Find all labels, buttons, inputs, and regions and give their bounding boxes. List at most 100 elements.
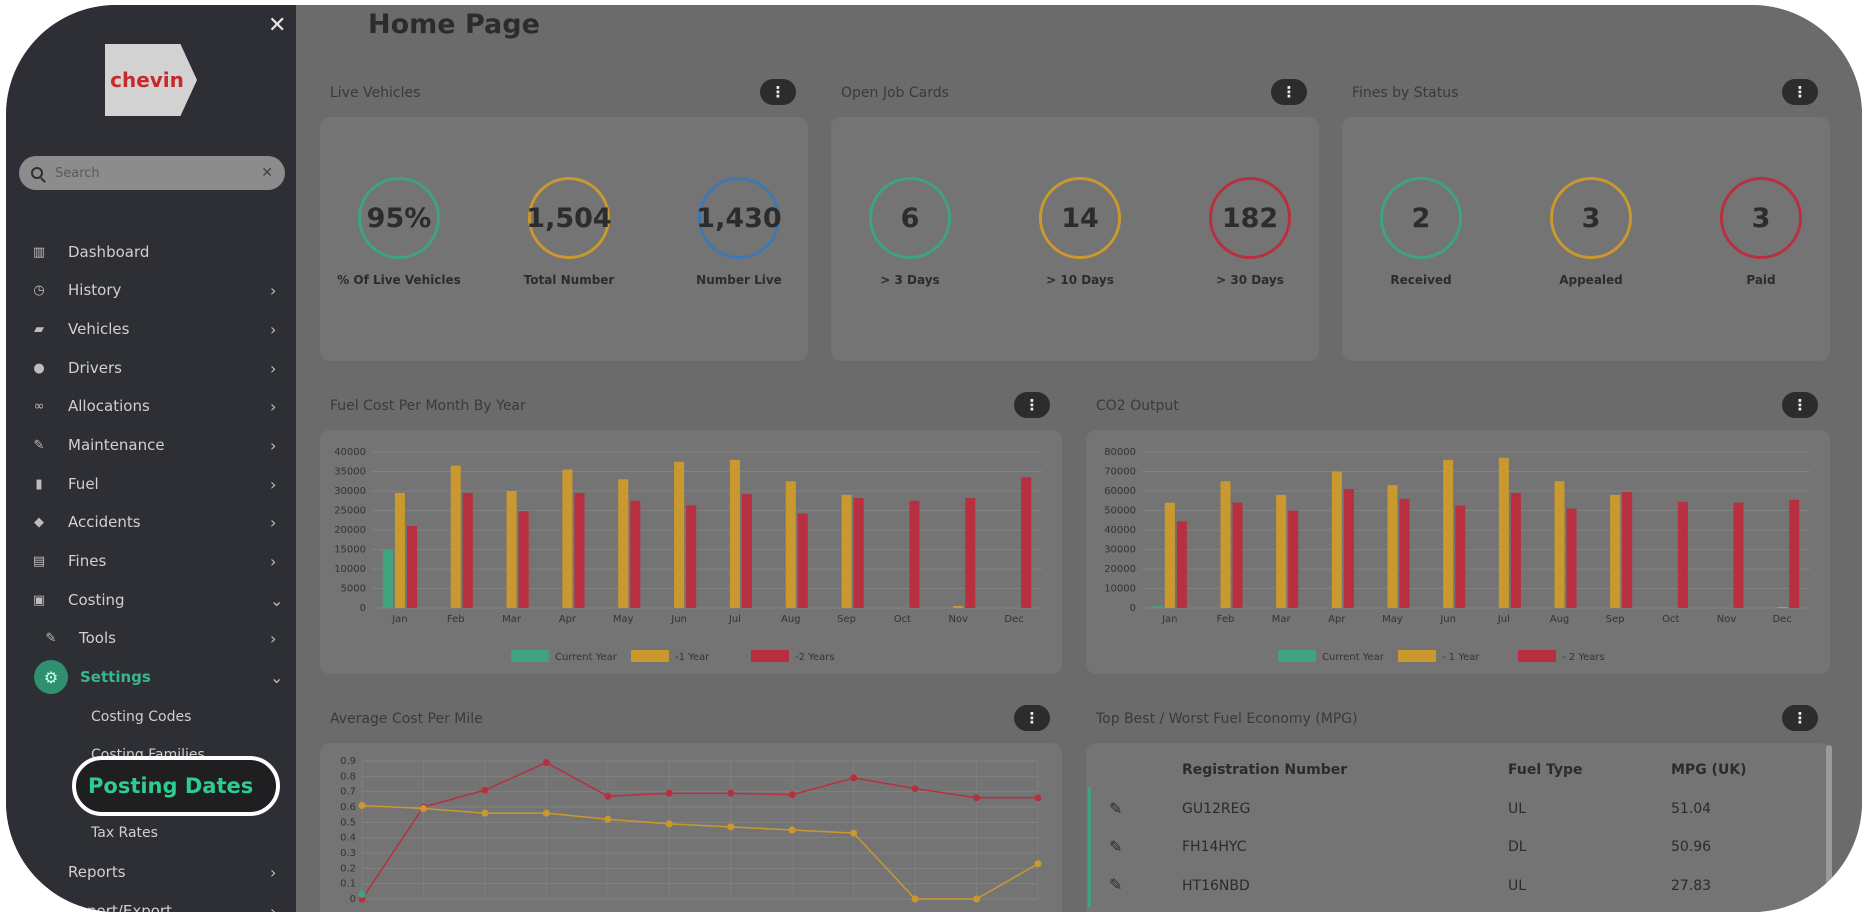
sidebar-item-import-export[interactable]: Import/Export › (6, 892, 296, 913)
clear-icon[interactable]: ✕ (261, 165, 273, 181)
sidebar-item-label: Import/Export (68, 902, 172, 912)
sidebar-item-fuel[interactable]: ▮ Fuel › (6, 465, 296, 503)
legend-swatch (1278, 650, 1316, 662)
column-header[interactable]: MPG (UK) (1671, 762, 1747, 778)
bar (841, 494, 852, 608)
chevron-right-icon: › (270, 901, 277, 913)
data-point (542, 809, 550, 817)
bar (797, 513, 808, 608)
data-point (358, 890, 366, 898)
legend-label: Current Year (555, 652, 618, 663)
sidebar-item-accidents[interactable]: ◆ Accidents › (6, 503, 296, 541)
sidebar-item-label: Fuel (68, 475, 99, 493)
x-tick-label: Aug (781, 614, 801, 625)
sidebar-item-vehicles[interactable]: ▰ Vehicles › (6, 310, 296, 348)
edit-icon[interactable]: ✎ (1109, 799, 1123, 818)
sidebar-item-tools[interactable]: ✎ Tools › (6, 619, 296, 657)
series-line (361, 761, 1038, 900)
bar (1566, 508, 1577, 608)
chevron-right-icon: › (270, 551, 277, 571)
more-options-icon[interactable]: ⋮ (760, 79, 796, 105)
column-header[interactable]: Fuel Type (1508, 762, 1583, 778)
number-live-gauge: 1,430 (696, 177, 782, 259)
more-options-icon[interactable]: ⋮ (1782, 79, 1818, 105)
gauge-label: > 10 Days (1046, 273, 1114, 287)
x-tick-label: Jul (1497, 614, 1510, 625)
chevron-right-icon: › (270, 358, 277, 378)
live-vehicles-gauge: 95% (358, 177, 440, 259)
gauge-label: % Of Live Vehicles (337, 273, 461, 287)
sidebar-item-dashboard[interactable]: ▥ Dashboard (6, 233, 296, 271)
sidebar-item-drivers[interactable]: ● Drivers › (6, 349, 296, 387)
search-input[interactable] (55, 165, 262, 181)
bar (686, 505, 697, 608)
y-tick-label: 0.6 (340, 802, 356, 813)
y-tick-label: 0.3 (340, 848, 356, 859)
edit-icon[interactable]: ✎ (1109, 875, 1123, 894)
edit-icon[interactable]: ✎ (1109, 837, 1123, 856)
data-point (358, 801, 366, 809)
sidebar-item-costing[interactable]: ▣ Costing ⌄ (6, 581, 296, 619)
more-options-icon[interactable]: ⋮ (1271, 79, 1307, 105)
fuel-cell: UL (1508, 878, 1527, 894)
x-tick-label: Jan (1161, 614, 1177, 625)
gauge-value: 1,504 (526, 202, 612, 234)
data-point (850, 829, 858, 837)
gauge-label: Paid (1746, 273, 1776, 287)
x-tick-label: Mar (1272, 614, 1292, 625)
bar (1443, 459, 1454, 608)
bar (518, 511, 529, 608)
table-scrollbar[interactable] (1826, 745, 1832, 885)
chevron-down-icon: ⌄ (270, 667, 284, 687)
bar (1021, 477, 1032, 608)
link-icon: ∞ (33, 398, 45, 414)
more-options-icon[interactable]: ⋮ (1014, 705, 1050, 731)
sidebar-item-history[interactable]: ◷ History › (6, 271, 296, 309)
y-tick-label: 40000 (334, 447, 366, 458)
search-icon (31, 167, 43, 179)
x-tick-label: Jun (1439, 614, 1456, 625)
x-tick-label: Feb (447, 614, 465, 625)
job-cards-3-days-gauge: 6 (869, 177, 951, 259)
more-options-icon[interactable]: ⋮ (1782, 392, 1818, 418)
sidebar-item-reports[interactable]: Reports › (6, 853, 296, 891)
sidebar-item-tax-rates[interactable]: Tax Rates (91, 825, 158, 841)
bar (1554, 481, 1565, 608)
bar (394, 492, 405, 608)
sidebar-item-label: Drivers (68, 359, 122, 377)
y-tick-label: 25000 (334, 506, 366, 517)
sidebar-item-settings[interactable]: ⚙ Settings ⌄ (6, 658, 296, 696)
car-icon: ▰ (34, 321, 44, 337)
data-point (604, 815, 612, 823)
x-tick-label: Feb (1217, 614, 1235, 625)
bar (1677, 501, 1688, 608)
column-header[interactable]: Registration Number (1182, 762, 1348, 778)
legend-swatch (1398, 650, 1436, 662)
search-box[interactable]: ✕ (19, 156, 285, 190)
sidebar-item-allocations[interactable]: ∞ Allocations › (6, 387, 296, 425)
x-tick-label: Dec (1004, 614, 1023, 625)
bar (1343, 489, 1354, 608)
sidebar-item-maintenance[interactable]: ✎ Maintenance › (6, 426, 296, 464)
sidebar-item-posting-dates[interactable]: Posting Dates (72, 756, 280, 816)
bar (1777, 607, 1788, 608)
wrench-icon: ✎ (45, 630, 57, 646)
y-tick-label: 0 (360, 603, 366, 614)
y-tick-label: 20000 (334, 525, 366, 536)
y-tick-label: 0.1 (340, 879, 356, 890)
sidebar-item-costing-codes[interactable]: Costing Codes (91, 709, 192, 725)
more-options-icon[interactable]: ⋮ (1782, 705, 1818, 731)
bar (1789, 499, 1800, 608)
y-tick-label: 0.8 (340, 771, 356, 782)
logo[interactable]: chevin (105, 44, 197, 116)
data-point (542, 759, 550, 767)
sidebar-item-fines[interactable]: ▤ Fines › (6, 542, 296, 580)
y-tick-label: 0.2 (340, 863, 356, 874)
sidebar-item-label: Maintenance (68, 436, 165, 454)
close-icon[interactable]: ✕ (268, 13, 287, 38)
more-options-icon[interactable]: ⋮ (1014, 392, 1050, 418)
gauge-label: > 30 Days (1216, 273, 1284, 287)
co2-output-card: 0 10000 20000 30000 40000 50000 60000 70000 8000… (1086, 430, 1830, 674)
legend-label: -1 Year (675, 652, 710, 663)
fuel-cell: UL (1508, 801, 1527, 817)
